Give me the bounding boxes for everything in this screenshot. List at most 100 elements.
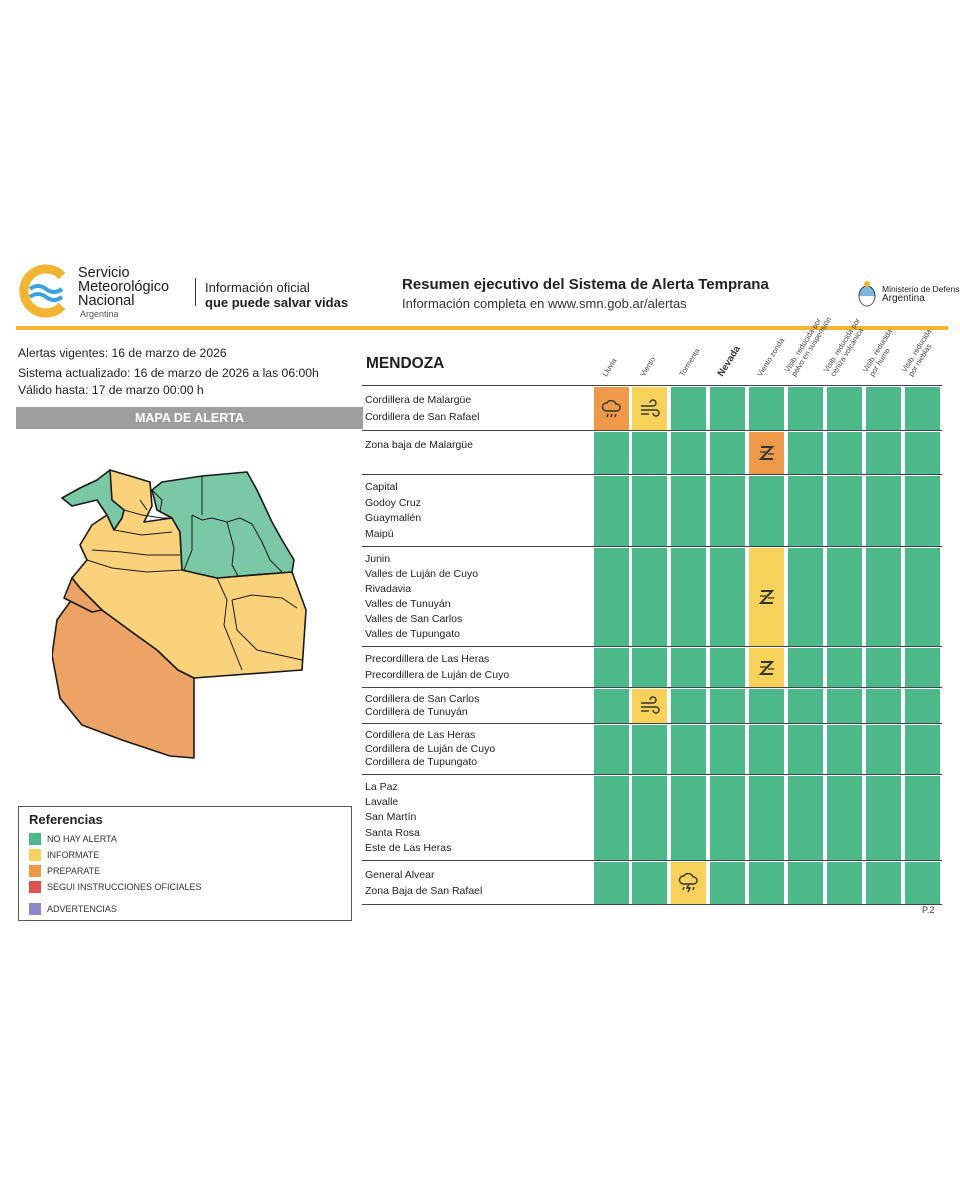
org-line-3: Nacional	[78, 293, 135, 309]
alert-cell	[866, 432, 901, 474]
alert-cell	[788, 387, 823, 430]
column-header-line: Tormenta	[677, 346, 702, 378]
alert-cell	[632, 862, 667, 904]
ref-informate: INFORMATE	[29, 849, 99, 861]
column-header-line: Viento	[638, 355, 658, 378]
alert-cell	[827, 387, 862, 430]
alert-cell	[827, 862, 862, 904]
alert-cell	[632, 548, 667, 646]
alert-cell	[749, 432, 784, 474]
zonda-icon	[749, 548, 784, 646]
alert-cell	[594, 725, 629, 774]
row-rule	[362, 723, 942, 724]
alert-cell	[671, 862, 706, 904]
zone-name: Valles de Tupungato	[365, 628, 460, 640]
alert-cell	[710, 862, 745, 904]
alert-cell	[749, 648, 784, 687]
alert-cell	[710, 387, 745, 430]
alert-cell	[827, 689, 862, 723]
zone-name: Lavalle	[365, 796, 399, 809]
zone-name: Godoy Cruz	[365, 496, 422, 509]
ref-label: ADVERTENCIAS	[47, 904, 117, 914]
column-header-4: Viento zonda	[755, 336, 786, 378]
zone-group: Cordillera de Las Heras Cordillera de Luj…	[365, 729, 495, 770]
rain-icon	[601, 399, 621, 417]
alert-cell	[710, 776, 745, 860]
ref-label: PREPARATE	[47, 866, 101, 876]
map-region-yellow	[71, 469, 307, 679]
alert-cell	[905, 862, 940, 904]
zone-group: Cordillera de Malargüe Cordillera de San …	[365, 392, 479, 425]
zone-group: La Paz Lavalle San Martín Santa Rosa Este de…	[365, 780, 451, 856]
zone-name: Valles de Luján de Cuyo	[365, 568, 479, 580]
zone-name: La Paz	[365, 781, 398, 793]
alert-cell	[710, 432, 745, 474]
org-line-2: Meteorológico	[78, 279, 170, 295]
zone-group: General Alvear Zona Baja de San Rafael	[365, 867, 482, 900]
tagline: Información oficial que puede salvar vid…	[205, 280, 348, 310]
alert-cell	[905, 476, 940, 546]
org-country: Argentina	[80, 309, 119, 319]
valid-until: Válido hasta: 17 de marzo 00:00 h	[18, 383, 204, 397]
wind-icon	[632, 689, 667, 723]
alert-cell	[749, 689, 784, 723]
alert-cell	[594, 387, 629, 430]
tagline-1: Información oficial	[205, 280, 310, 295]
zone-group: Capital Godoy Cruz Guaymallén Maipú	[365, 480, 421, 542]
alert-map	[52, 469, 307, 759]
smn-logo-icon	[19, 264, 66, 318]
row-rule	[362, 774, 942, 775]
report-subtitle: Información completa en www.smn.gob.ar/a…	[402, 296, 687, 311]
alert-cell	[905, 387, 940, 430]
org-line-1: Servicio	[78, 265, 130, 281]
alert-cell	[827, 432, 862, 474]
zone-name: Cordillera de Tupungato	[365, 756, 478, 769]
zone-name: Zona baja de Malargüe	[365, 439, 473, 451]
alert-cell	[594, 476, 629, 546]
report-title: Resumen ejecutivo del Sistema de Alerta …	[402, 276, 769, 293]
alert-cell	[671, 776, 706, 860]
tagline-2: que puede salvar vidas	[205, 295, 349, 310]
alert-cell	[866, 476, 901, 546]
ref-label: NO HAY ALERTA	[47, 834, 117, 844]
map-region-green-nw	[61, 469, 125, 531]
alert-cell	[827, 648, 862, 687]
zone-group: Precordillera de Las Heras Precordillera …	[365, 652, 509, 683]
alert-cell	[866, 862, 901, 904]
references-title: Referencias	[29, 812, 103, 827]
column-header-line: Nevada	[715, 344, 743, 379]
zone-name: Cordillera de Luján de Cuyo	[365, 742, 496, 755]
alert-cell	[866, 725, 901, 774]
row-rule	[362, 546, 942, 547]
storm-icon	[671, 862, 706, 904]
ref-swatch-purple	[29, 903, 41, 915]
zone-name: General Alvear	[365, 868, 435, 881]
header-separator	[195, 278, 196, 306]
alert-cell	[749, 548, 784, 646]
alert-cell	[788, 548, 823, 646]
alert-cell	[905, 648, 940, 687]
column-header-1: Viento	[638, 355, 658, 378]
org-name: Servicio Meteorológico Nacional Argentin…	[78, 266, 169, 319]
alert-cell	[671, 548, 706, 646]
zone-name: Precordillera de Luján de Cuyo	[365, 668, 510, 681]
zone-name: Valles de San Carlos	[365, 613, 463, 625]
row-rule	[362, 430, 942, 431]
alert-cell	[827, 776, 862, 860]
alert-cell	[749, 862, 784, 904]
zone-name: Cordillera de Malargüe	[365, 394, 472, 406]
alert-cell	[866, 689, 901, 723]
alert-cell	[710, 689, 745, 723]
zone-name: Cordillera de Las Heras	[365, 729, 476, 741]
row-rule	[362, 474, 942, 475]
references-box: Referencias NO HAY ALERTA INFORMATE PREP…	[18, 806, 352, 921]
zonda-icon	[758, 590, 774, 604]
ref-swatch-yellow	[29, 849, 41, 861]
alert-cell	[905, 689, 940, 723]
zone-name: Guaymallén	[365, 512, 422, 524]
alert-cell	[710, 725, 745, 774]
alert-cell	[905, 432, 940, 474]
ministry-logo: Ministerio de Defensa Argentina	[856, 280, 960, 315]
rain-icon	[594, 387, 629, 430]
zonda-icon	[749, 432, 784, 474]
